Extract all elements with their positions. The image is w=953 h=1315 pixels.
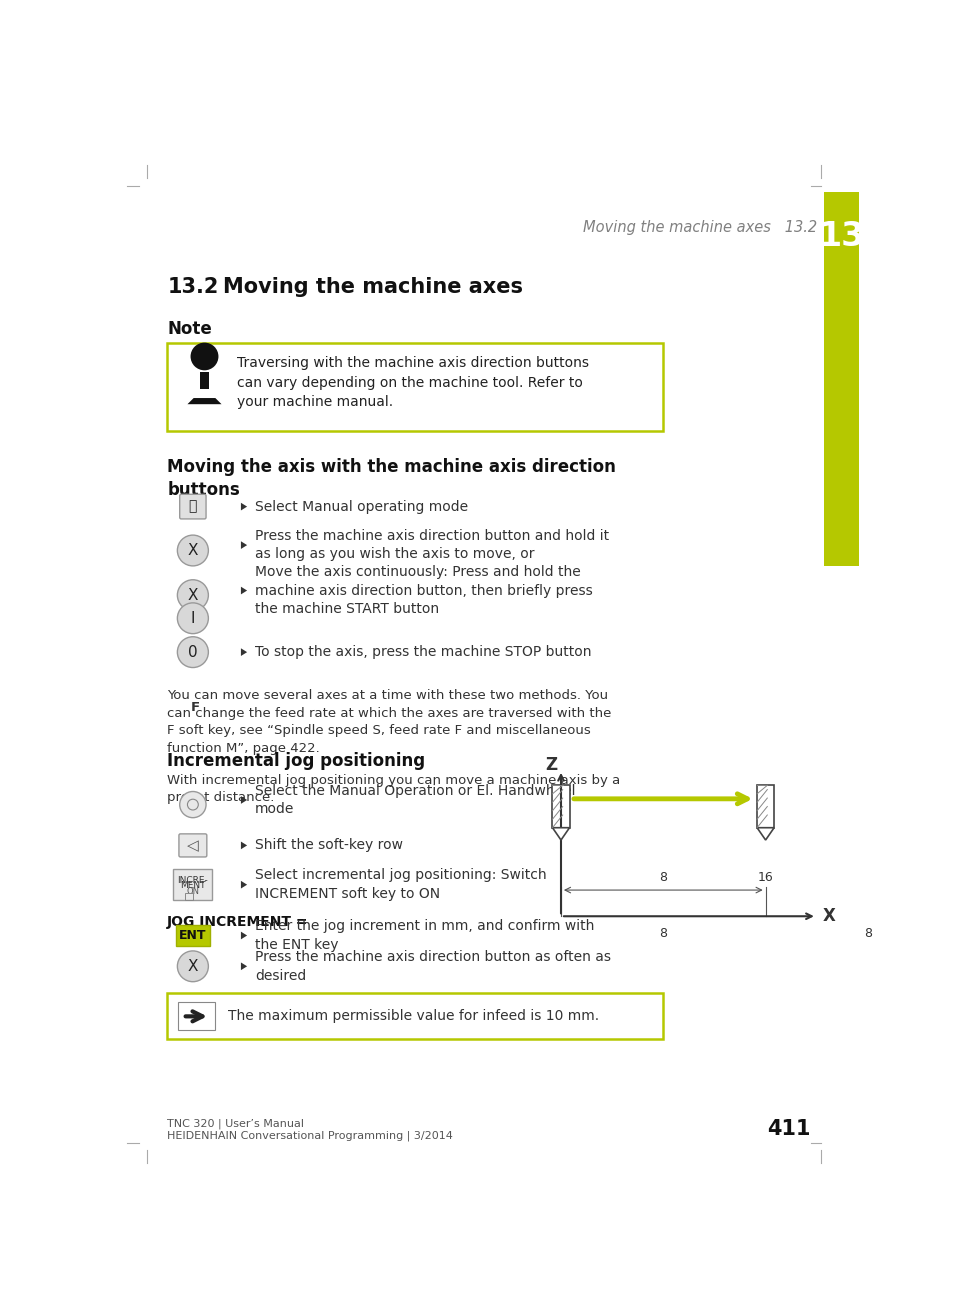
Circle shape	[177, 602, 208, 634]
Polygon shape	[241, 502, 247, 510]
Text: MENT: MENT	[180, 881, 206, 890]
Text: Traversing with the machine axis direction buttons
can vary depending on the mac: Traversing with the machine axis directi…	[236, 356, 588, 409]
Text: Select the Manual Operation or El. Handwheel
mode: Select the Manual Operation or El. Handw…	[254, 784, 575, 817]
Text: JOG INCREMENT =: JOG INCREMENT =	[167, 915, 309, 928]
Text: I: I	[191, 610, 195, 626]
Text: Select incremental jog positioning: Switch
INCREMENT soft key to ON: Select incremental jog positioning: Swit…	[254, 868, 546, 901]
Text: Moving the axis with the machine axis direction
buttons: Moving the axis with the machine axis di…	[167, 458, 616, 498]
Text: Shift the soft-key row: Shift the soft-key row	[254, 839, 402, 852]
Text: To stop the axis, press the machine STOP button: To stop the axis, press the machine STOP…	[254, 646, 591, 659]
Text: ✋: ✋	[189, 500, 197, 514]
Text: 8: 8	[659, 871, 666, 884]
Text: Press the machine axis direction button and hold it
as long as you wish the axis: Press the machine axis direction button …	[254, 529, 608, 562]
Text: Move the axis continuously: Press and hold the
machine axis direction button, th: Move the axis continuously: Press and ho…	[254, 565, 592, 615]
Text: Note: Note	[167, 320, 212, 338]
Text: With incremental jog positioning you can move a machine axis by a
preset distanc: With incremental jog positioning you can…	[167, 773, 619, 803]
Text: 8: 8	[863, 927, 871, 940]
Bar	[823, 192, 858, 565]
Circle shape	[177, 535, 208, 565]
Text: ◁: ◁	[187, 838, 198, 853]
Text: 16: 16	[757, 871, 773, 884]
Text: INCRE-: INCRE-	[177, 876, 208, 885]
Text: The maximum permissible value for infeed is 10 mm.: The maximum permissible value for infeed…	[228, 1010, 598, 1023]
Text: Moving the machine axes   13.2: Moving the machine axes 13.2	[582, 220, 816, 234]
Text: You can move several axes at a time with these two methods. You
can change the f: You can move several axes at a time with…	[167, 689, 611, 755]
Text: TNC 320 | User’s Manual: TNC 320 | User’s Manual	[167, 1119, 304, 1130]
Circle shape	[179, 792, 206, 818]
Text: HEIDENHAIN Conversational Programming | 3/2014: HEIDENHAIN Conversational Programming | …	[167, 1131, 453, 1141]
Text: 8: 8	[659, 927, 666, 940]
FancyBboxPatch shape	[175, 926, 210, 945]
Text: X: X	[822, 907, 835, 926]
Text: 13.2: 13.2	[167, 277, 218, 297]
Polygon shape	[241, 586, 247, 594]
Bar	[757, 785, 773, 827]
FancyBboxPatch shape	[179, 494, 206, 519]
Circle shape	[177, 636, 208, 668]
Polygon shape	[757, 827, 773, 840]
Polygon shape	[241, 542, 247, 548]
Text: ON: ON	[186, 888, 199, 896]
FancyBboxPatch shape	[173, 869, 212, 899]
FancyBboxPatch shape	[179, 834, 207, 857]
Text: Select Manual operating mode: Select Manual operating mode	[254, 500, 468, 514]
Polygon shape	[241, 881, 247, 889]
Text: 0: 0	[188, 644, 197, 660]
Circle shape	[177, 580, 208, 610]
Polygon shape	[241, 648, 247, 656]
Text: F: F	[191, 701, 199, 714]
Circle shape	[177, 951, 208, 982]
Text: Moving the machine axes: Moving the machine axes	[223, 277, 522, 297]
Bar	[199, 372, 209, 389]
Polygon shape	[241, 842, 247, 849]
Polygon shape	[552, 827, 569, 840]
Text: ENT: ENT	[179, 928, 207, 942]
Text: Incremental jog positioning: Incremental jog positioning	[167, 752, 425, 771]
Bar	[167, 993, 662, 1039]
Polygon shape	[187, 398, 221, 404]
Circle shape	[191, 343, 218, 371]
Polygon shape	[241, 931, 247, 939]
Text: Enter the jog increment in mm, and confirm with
the ENT key: Enter the jog increment in mm, and confi…	[254, 919, 594, 952]
Bar	[167, 343, 662, 431]
Text: Press the machine axis direction button as often as
desired: Press the machine axis direction button …	[254, 951, 610, 982]
Text: X: X	[188, 543, 198, 558]
Bar	[552, 785, 569, 827]
Text: 13: 13	[818, 220, 863, 254]
Text: X: X	[188, 959, 198, 974]
Text: Z: Z	[545, 756, 558, 773]
Polygon shape	[241, 963, 247, 970]
Text: X: X	[188, 588, 198, 602]
Polygon shape	[241, 796, 247, 803]
Text: 411: 411	[766, 1119, 810, 1139]
